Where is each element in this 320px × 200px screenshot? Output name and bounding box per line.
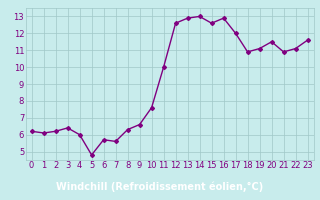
Text: Windchill (Refroidissement éolien,°C): Windchill (Refroidissement éolien,°C) [56, 182, 264, 192]
